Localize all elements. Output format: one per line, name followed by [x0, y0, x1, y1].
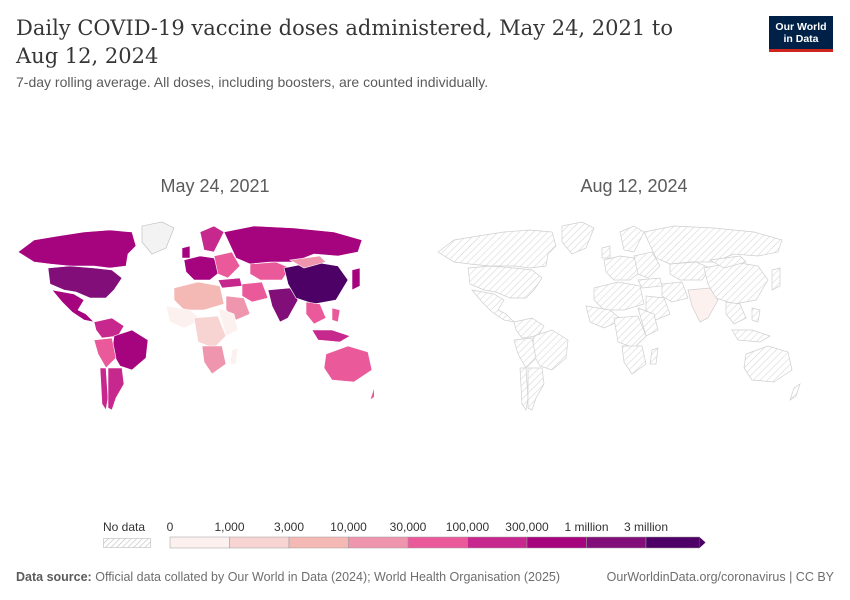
region-southern-africa[interactable] — [201, 345, 227, 375]
region-greenland[interactable] — [141, 221, 175, 255]
legend-tick-label: 3 million — [623, 520, 669, 534]
logo-line-1: Our World — [775, 21, 827, 33]
region-brazil[interactable] — [111, 329, 149, 371]
region-peru-bolivia[interactable] — [93, 337, 117, 369]
region-western-europe[interactable] — [183, 255, 221, 281]
region-turkey[interactable] — [217, 277, 243, 289]
owid-logo[interactable]: Our World in Data — [769, 16, 833, 52]
legend-arrow-tip — [699, 537, 706, 548]
region-madagascar[interactable] — [229, 347, 239, 365]
region-australia[interactable] — [323, 345, 373, 383]
region-central-africa[interactable] — [613, 315, 647, 349]
region-philippines[interactable] — [751, 307, 761, 323]
region-philippines[interactable] — [331, 307, 341, 323]
region-eastern-europe[interactable] — [633, 251, 661, 279]
region-mexico[interactable] — [51, 289, 95, 323]
region-russia[interactable] — [223, 225, 363, 265]
legend-bin[interactable] — [586, 536, 647, 549]
region-usa[interactable] — [47, 265, 123, 299]
region-turkey[interactable] — [637, 277, 663, 289]
region-western-europe[interactable] — [603, 255, 641, 281]
region-greenland[interactable] — [561, 221, 595, 255]
legend-tick-label: 300,000 — [505, 520, 549, 534]
chart-title: Daily COVID-19 vaccine doses administere… — [16, 16, 673, 68]
region-west-africa[interactable] — [585, 305, 623, 329]
legend-bin[interactable] — [645, 536, 700, 549]
region-canada[interactable] — [437, 229, 557, 269]
region-peru-bolivia[interactable] — [513, 337, 537, 369]
region-new-zealand[interactable] — [369, 384, 374, 401]
region-chile[interactable] — [519, 367, 529, 411]
region-usa[interactable] — [467, 265, 543, 299]
map-title-right: Aug 12, 2024 — [580, 176, 688, 196]
region-canada[interactable] — [17, 229, 137, 269]
region-madagascar[interactable] — [649, 347, 659, 365]
region-north-africa[interactable] — [593, 281, 645, 311]
region-southeast-asia[interactable] — [725, 301, 747, 325]
region-scandinavia[interactable] — [619, 225, 645, 253]
region-mexico[interactable] — [471, 289, 516, 323]
region-argentina[interactable] — [107, 367, 125, 411]
region-east-africa[interactable] — [637, 307, 659, 337]
legend-tick-label: 10,000 — [330, 520, 367, 534]
legend-bin[interactable] — [348, 536, 409, 549]
region-iran[interactable] — [241, 281, 269, 303]
legend-tick-label: 100,000 — [445, 520, 490, 534]
data-source-text: Official data collated by Our World in D… — [95, 570, 561, 584]
region-indonesia[interactable] — [311, 329, 351, 343]
region-chile[interactable] — [99, 367, 109, 411]
region-australia[interactable] — [743, 345, 793, 383]
legend-bin[interactable] — [288, 536, 349, 549]
region-mongolia[interactable] — [289, 255, 327, 269]
region-mongolia[interactable] — [708, 255, 747, 269]
region-uk[interactable] — [181, 245, 191, 259]
region-north-africa[interactable] — [173, 281, 225, 311]
source-url[interactable]: OurWorldinData.org/coronavirus | CC BY — [606, 570, 834, 584]
legend-no-data-label: No data — [103, 520, 146, 534]
legend-bin[interactable] — [467, 536, 528, 549]
region-russia[interactable] — [643, 225, 783, 265]
region-japan[interactable] — [771, 267, 781, 291]
region-southern-africa[interactable] — [621, 345, 647, 375]
legend-bin[interactable] — [229, 536, 290, 549]
legend-tick-label: 1 million — [564, 520, 609, 534]
region-iran[interactable] — [661, 281, 689, 303]
region-central-africa[interactable] — [193, 315, 227, 349]
region-southeast-asia[interactable] — [305, 301, 327, 325]
region-west-africa[interactable] — [165, 305, 203, 329]
region-uk[interactable] — [601, 245, 611, 259]
region-kazakhstan[interactable] — [249, 261, 291, 281]
legend-bin[interactable] — [407, 536, 468, 549]
legend-bin[interactable] — [169, 536, 230, 549]
legend-no-data-swatch[interactable] — [103, 538, 151, 548]
data-source-label: Data source: — [16, 570, 92, 584]
region-eastern-europe[interactable] — [213, 251, 241, 279]
region-scandinavia[interactable] — [199, 225, 225, 253]
world-map-2024[interactable] — [434, 218, 834, 418]
region-brazil[interactable] — [531, 329, 569, 371]
region-indonesia[interactable] — [731, 329, 771, 343]
region-kazakhstan[interactable] — [669, 261, 711, 281]
world-map-2021[interactable] — [14, 218, 374, 418]
map-title-left: May 24, 2021 — [160, 176, 270, 196]
data-source: Data source: Official data collated by O… — [16, 570, 560, 584]
logo-line-2: in Data — [783, 33, 819, 45]
region-japan[interactable] — [351, 267, 361, 291]
legend-tick-label: 0 — [166, 520, 174, 534]
legend-color-scale[interactable] — [169, 536, 714, 550]
legend-tick-label: 30,000 — [389, 520, 427, 534]
region-argentina[interactable] — [527, 367, 545, 411]
legend-bin[interactable] — [526, 536, 587, 549]
chart-subtitle: 7-day rolling average. All doses, includ… — [16, 74, 489, 90]
legend-tick-label: 1,000 — [214, 520, 245, 534]
legend-tick-label: 3,000 — [273, 520, 305, 534]
region-new-zealand[interactable] — [789, 383, 801, 401]
region-east-africa[interactable] — [217, 307, 239, 337]
